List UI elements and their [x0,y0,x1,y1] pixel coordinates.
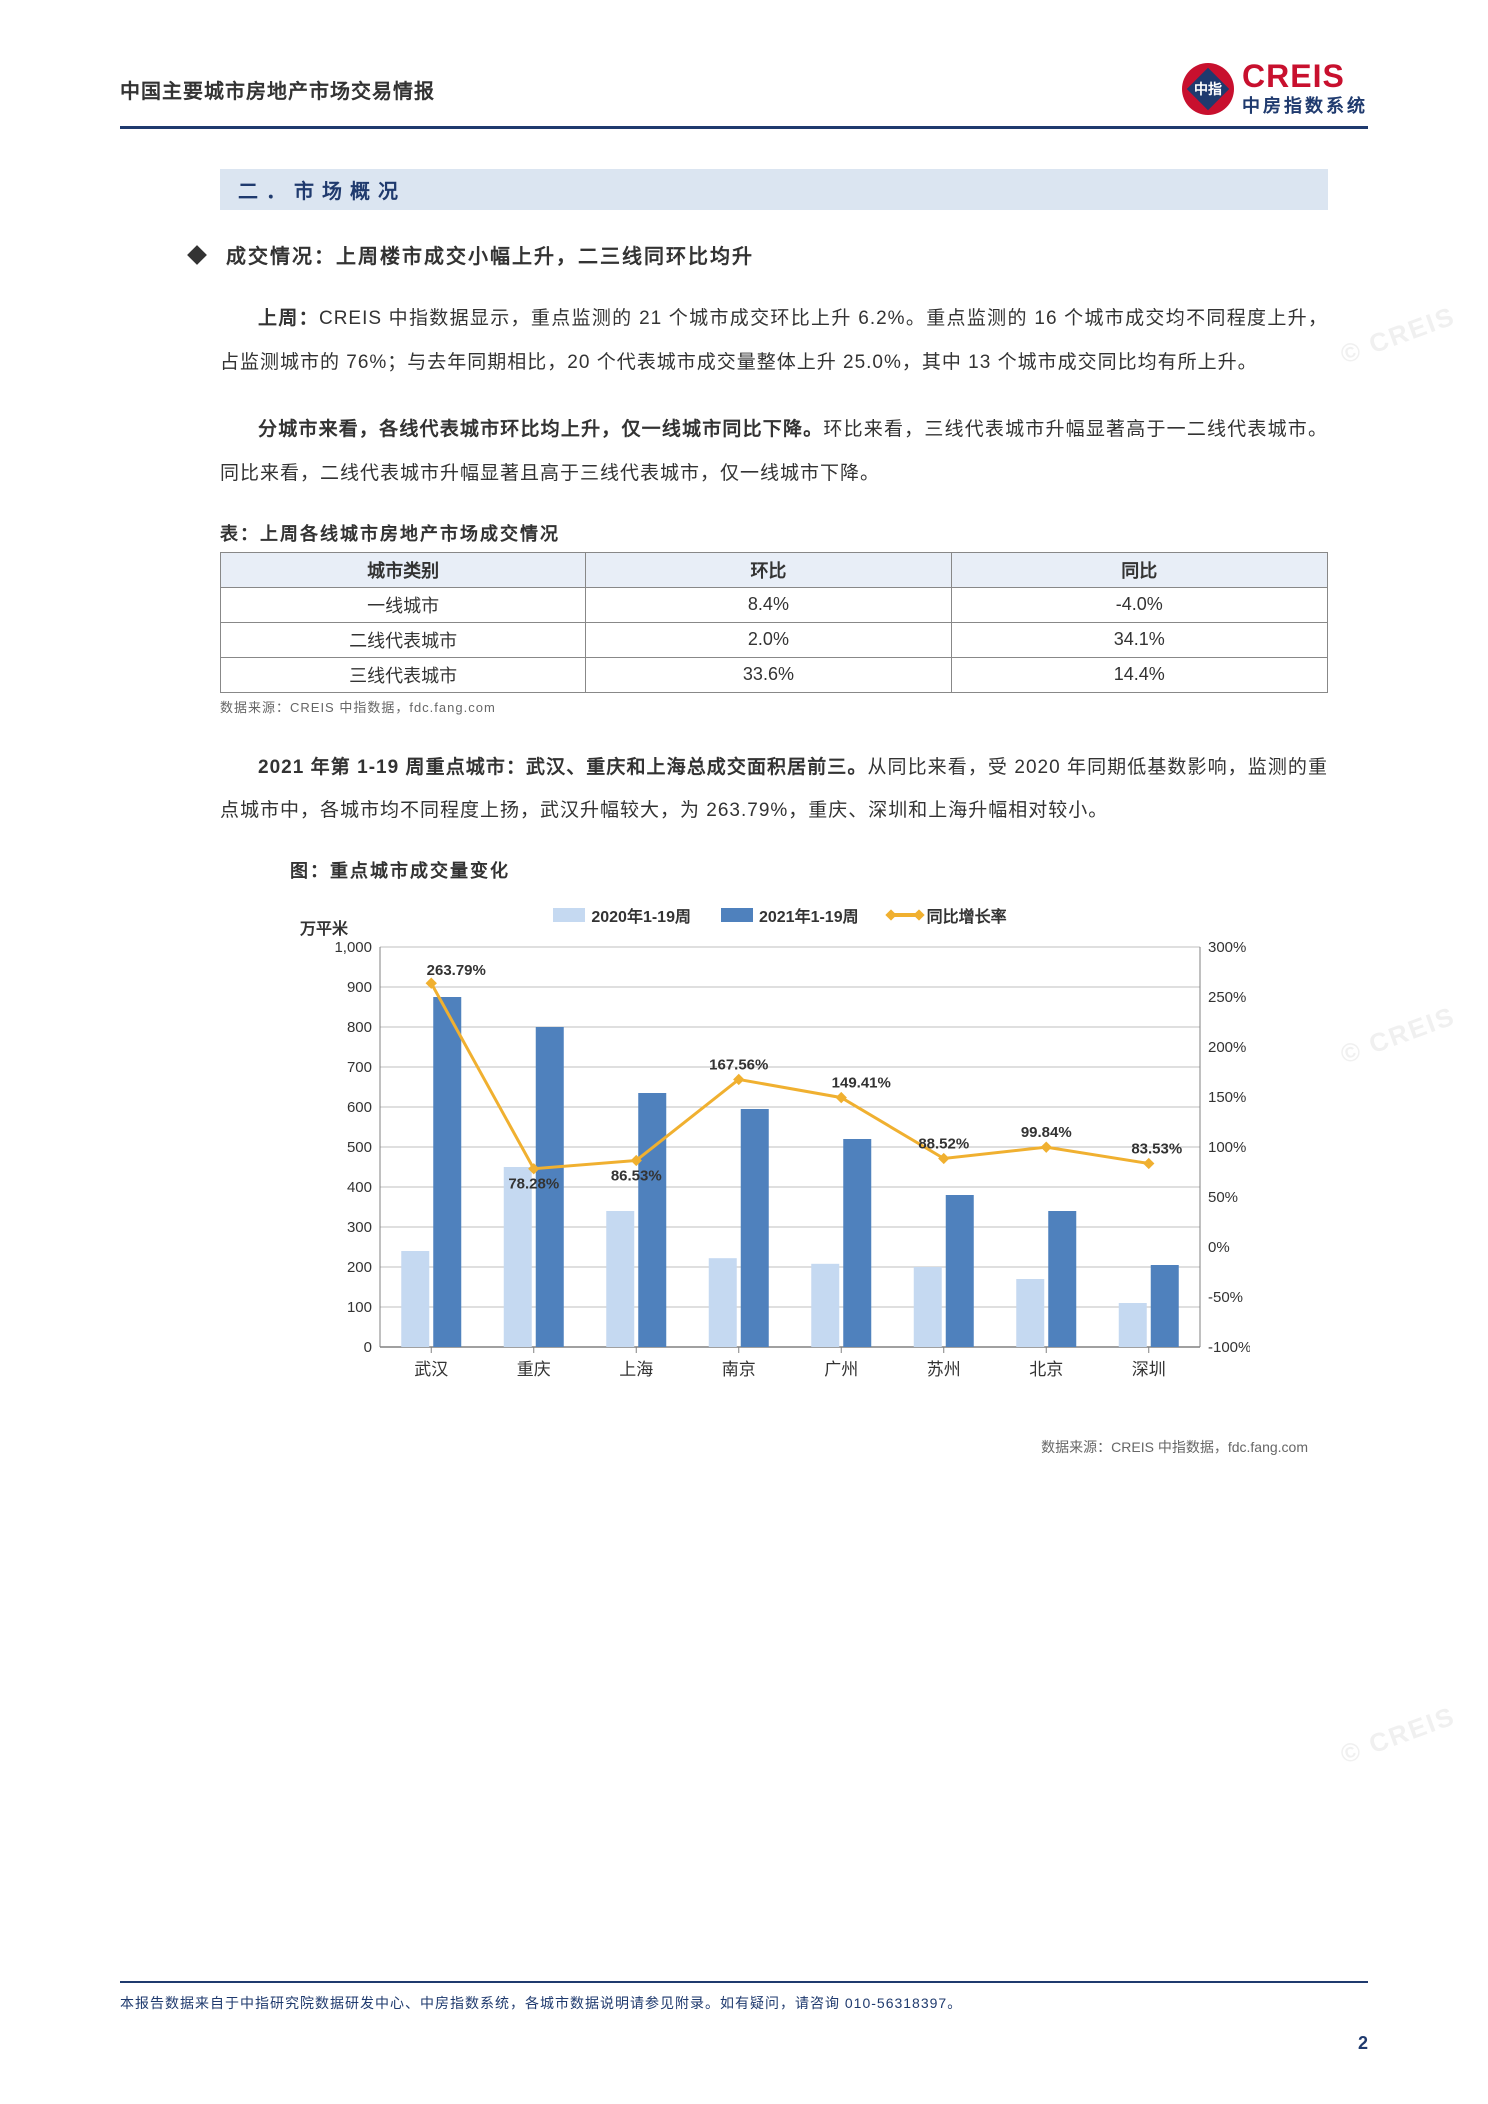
table-col-header: 同比 [951,552,1327,587]
footer-text: 本报告数据来自于中指研究院数据研发中心、中房指数系统，各城市数据说明请参见附录。… [120,1981,1368,2013]
svg-text:99.84%: 99.84% [1021,1124,1072,1141]
header-title: 中国主要城市房地产市场交易情报 [120,75,435,104]
chart-source: 数据来源：CREIS 中指数据，fdc.fang.com [220,1437,1308,1457]
svg-text:0: 0 [364,1339,372,1356]
logo-text-cn: 中房指数系统 [1242,92,1368,118]
svg-text:900: 900 [347,979,372,996]
chart-container: 2020年1-19周 2021年1-19周 同比增长率 万平米 01002003… [320,903,1240,1397]
svg-text:300%: 300% [1208,939,1246,956]
svg-text:苏州: 苏州 [927,1360,961,1379]
svg-text:600: 600 [347,1099,372,1116]
sub-heading: 成交情况：上周楼市成交小幅上升，二三线同环比均升 [220,240,1328,269]
table-cell: 33.6% [586,657,951,692]
watermark: © CREIS [1336,1700,1459,1770]
table-cell: 三线代表城市 [221,657,586,692]
svg-text:500: 500 [347,1139,372,1156]
svg-text:50%: 50% [1208,1189,1238,1206]
svg-text:武汉: 武汉 [414,1360,448,1379]
svg-text:88.52%: 88.52% [918,1136,969,1153]
page-container: © CREIS © CREIS © CREIS 中国主要城市房地产市场交易情报 … [0,0,1488,2104]
svg-text:重庆: 重庆 [517,1360,551,1379]
svg-text:167.56%: 167.56% [709,1057,768,1074]
svg-text:149.41%: 149.41% [832,1075,891,1092]
logo-mark-icon: 中指 [1182,63,1234,115]
svg-text:86.53%: 86.53% [611,1168,662,1185]
sub-heading-text: 成交情况：上周楼市成交小幅上升，二三线同环比均升 [226,240,754,269]
legend-swatch-icon [553,908,585,922]
svg-text:78.28%: 78.28% [508,1176,559,1193]
table-row: 三线代表城市33.6%14.4% [221,657,1328,692]
table-cell: -4.0% [951,587,1327,622]
table-col-header: 城市类别 [221,552,586,587]
paragraph-3: 2021 年第 1-19 周重点城市：武汉、重庆和上海总成交面积居前三。从同比来… [220,746,1328,833]
paragraph-1: 上周：CREIS 中指数据显示，重点监测的 21 个城市成交环比上升 6.2%。… [220,297,1328,384]
svg-text:250%: 250% [1208,989,1246,1006]
y-axis-left-label: 万平米 [300,915,348,939]
content-area: 二．市场概况 成交情况：上周楼市成交小幅上升，二三线同环比均升 上周：CREIS… [120,169,1368,1457]
table-cell: 2.0% [586,622,951,657]
svg-text:北京: 北京 [1029,1360,1063,1379]
table-cell: 一线城市 [221,587,586,622]
chart-body: 万平米 01002003004005006007008009001,000-10… [320,937,1240,1397]
table-caption: 表：上周各线城市房地产市场成交情况 [220,520,1328,546]
legend-line-icon [889,913,921,917]
svg-text:深圳: 深圳 [1132,1360,1166,1379]
brand-logo: 中指 CREIS 中房指数系统 [1182,60,1368,118]
chart-svg: 0 100 200 300 400 500 600 700 800 900 1,000 -100% -5… [320,937,1250,1387]
table-row: 一线城市8.4%-4.0% [221,587,1328,622]
legend-item-2020: 2020年1-19周 [553,903,691,927]
svg-text:300: 300 [347,1219,372,1236]
table-col-header: 环比 [586,552,951,587]
svg-text:1,000: 1,000 [334,939,372,956]
legend-item-growth: 同比增长率 [889,903,1007,927]
svg-text:0%: 0% [1208,1239,1230,1256]
logo-text-en: CREIS [1242,60,1368,92]
city-tier-table: 城市类别 环比 同比 一线城市8.4%-4.0%二线代表城市2.0%34.1%三… [220,552,1328,693]
svg-text:263.79%: 263.79% [427,962,486,979]
table-cell: 8.4% [586,587,951,622]
page-number: 2 [120,2033,1368,2054]
svg-text:-50%: -50% [1208,1289,1243,1306]
svg-text:100: 100 [347,1299,372,1316]
svg-text:-100%: -100% [1208,1339,1250,1356]
svg-text:南京: 南京 [722,1360,756,1379]
page-footer: 本报告数据来自于中指研究院数据研发中心、中房指数系统，各城市数据说明请参见附录。… [120,1981,1368,2054]
svg-text:800: 800 [347,1019,372,1036]
svg-text:100%: 100% [1208,1139,1246,1156]
table-cell: 34.1% [951,622,1327,657]
paragraph-2: 分城市来看，各线代表城市环比均上升，仅一线城市同比下降。环比来看，三线代表城市升… [220,408,1328,495]
table-header-row: 城市类别 环比 同比 [221,552,1328,587]
legend-item-2021: 2021年1-19周 [721,903,859,927]
table-cell: 14.4% [951,657,1327,692]
table-source: 数据来源：CREIS 中指数据，fdc.fang.com [220,697,1328,716]
svg-text:200%: 200% [1208,1039,1246,1056]
svg-text:700: 700 [347,1059,372,1076]
table-row: 二线代表城市2.0%34.1% [221,622,1328,657]
section-title: 二．市场概况 [220,169,1328,210]
svg-text:83.53%: 83.53% [1131,1141,1182,1158]
svg-text:广州: 广州 [824,1360,858,1379]
page-header: 中国主要城市房地产市场交易情报 中指 CREIS 中房指数系统 [120,60,1368,129]
legend-swatch-icon [721,908,753,922]
svg-text:200: 200 [347,1259,372,1276]
table-cell: 二线代表城市 [221,622,586,657]
svg-text:400: 400 [347,1179,372,1196]
svg-text:上海: 上海 [619,1360,653,1379]
chart-legend: 2020年1-19周 2021年1-19周 同比增长率 [320,903,1240,927]
chart-caption: 图：重点城市成交量变化 [290,857,1328,883]
diamond-bullet-icon [187,245,207,265]
svg-text:150%: 150% [1208,1089,1246,1106]
